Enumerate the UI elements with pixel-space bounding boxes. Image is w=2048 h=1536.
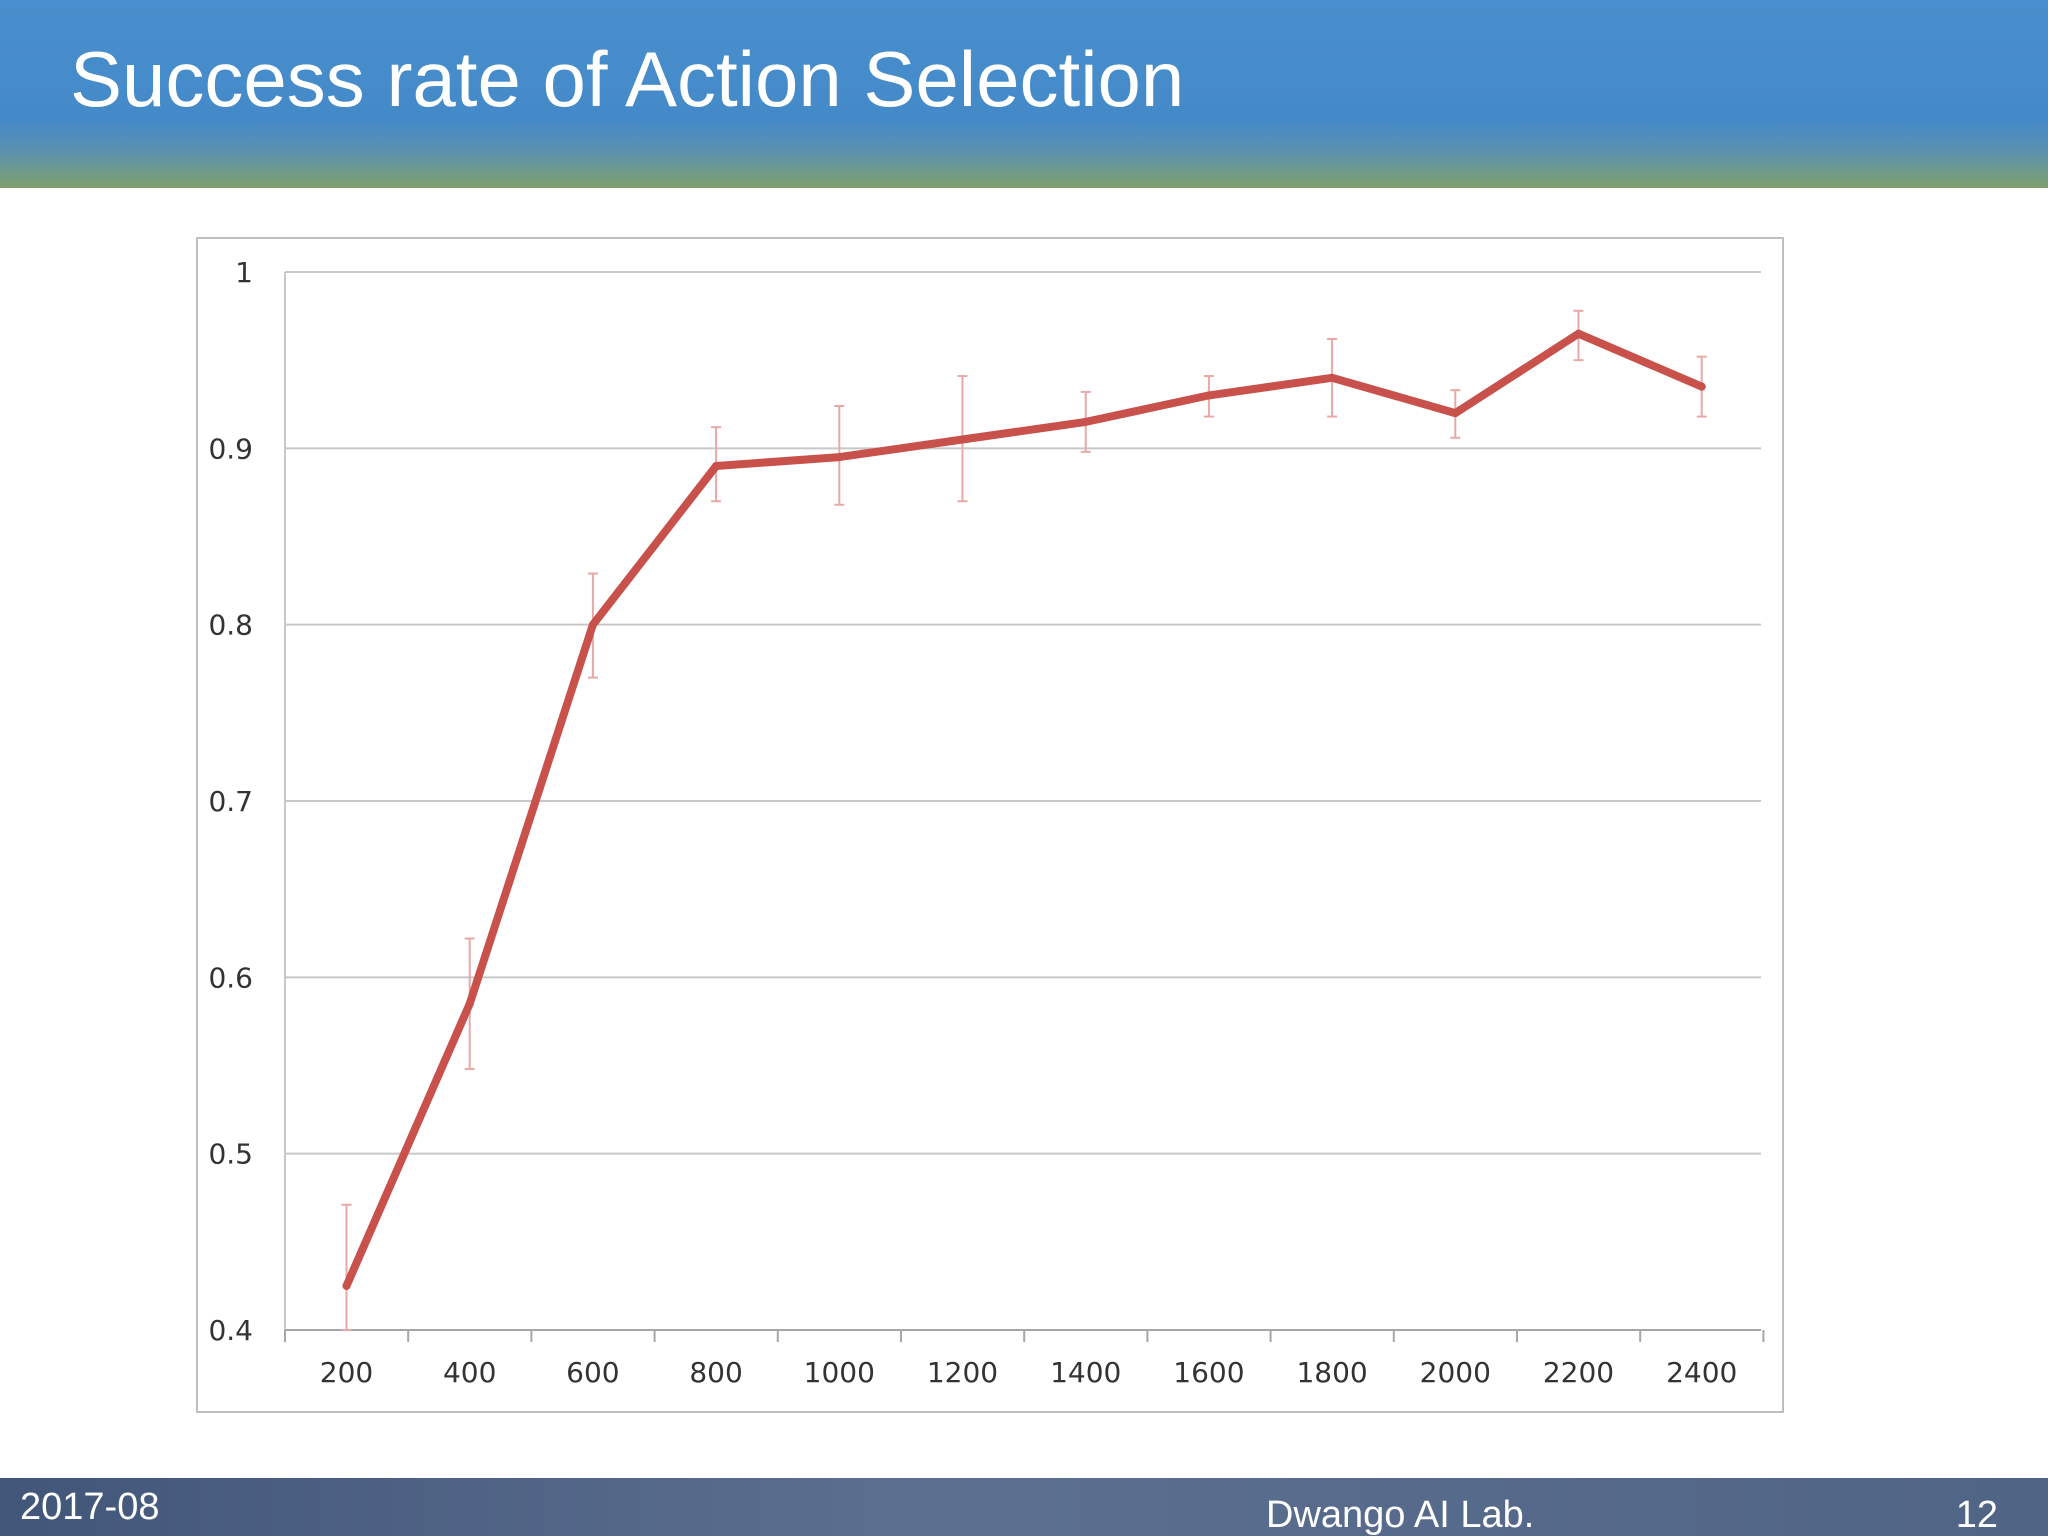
y-tick-label: 0.5 — [208, 1138, 253, 1171]
y-tick-label: 0.4 — [208, 1314, 253, 1347]
y-tick-label: 0.9 — [208, 432, 253, 465]
x-tick-label: 1600 — [1173, 1356, 1244, 1389]
data-point — [342, 1281, 351, 1290]
y-tick-label: 0.8 — [208, 609, 253, 642]
slide-footer: 2017-08 Dwango AI Lab. 12 — [0, 1478, 2048, 1536]
page-number: 12 — [1955, 1494, 1998, 1536]
footer-organization: Dwango AI Lab. — [1266, 1494, 1535, 1536]
y-tick-label: 1 — [235, 256, 253, 289]
data-point — [588, 620, 597, 629]
data-point — [1081, 417, 1090, 426]
x-tick-label: 2400 — [1666, 1356, 1737, 1389]
y-tick-label: 0.7 — [208, 785, 253, 818]
footer-date: 2017-08 — [20, 1486, 160, 1528]
data-point — [958, 435, 967, 444]
x-tick-label: 2200 — [1543, 1356, 1614, 1389]
series-line — [342, 329, 1706, 1290]
data-point — [835, 453, 844, 462]
x-tick-label: 1000 — [804, 1356, 875, 1389]
slide-header: Success rate of Action Selection — [0, 0, 2048, 188]
data-point — [1328, 373, 1337, 382]
x-tick-label: 1400 — [1050, 1356, 1121, 1389]
x-tick-label: 1800 — [1296, 1356, 1367, 1389]
data-point — [712, 461, 721, 470]
x-tick-label: 400 — [443, 1356, 496, 1389]
chart-panel: 0.4 0.5 0.6 0.7 0.8 0.9 1 200 400 600 800 1000 1200 1… — [196, 237, 1784, 1413]
x-tick-label: 1200 — [927, 1356, 998, 1389]
x-tick-label: 800 — [689, 1356, 742, 1389]
data-point — [1697, 382, 1706, 391]
data-point — [1574, 329, 1583, 338]
x-tick-label: 200 — [320, 1356, 373, 1389]
slide-title: Success rate of Action Selection — [70, 35, 1185, 123]
y-tick-label: 0.6 — [208, 961, 253, 994]
data-point — [1204, 391, 1213, 400]
data-point — [465, 999, 474, 1008]
x-tick-label: 600 — [566, 1356, 619, 1389]
x-tick-label: 2000 — [1420, 1356, 1491, 1389]
data-point — [1451, 409, 1460, 418]
